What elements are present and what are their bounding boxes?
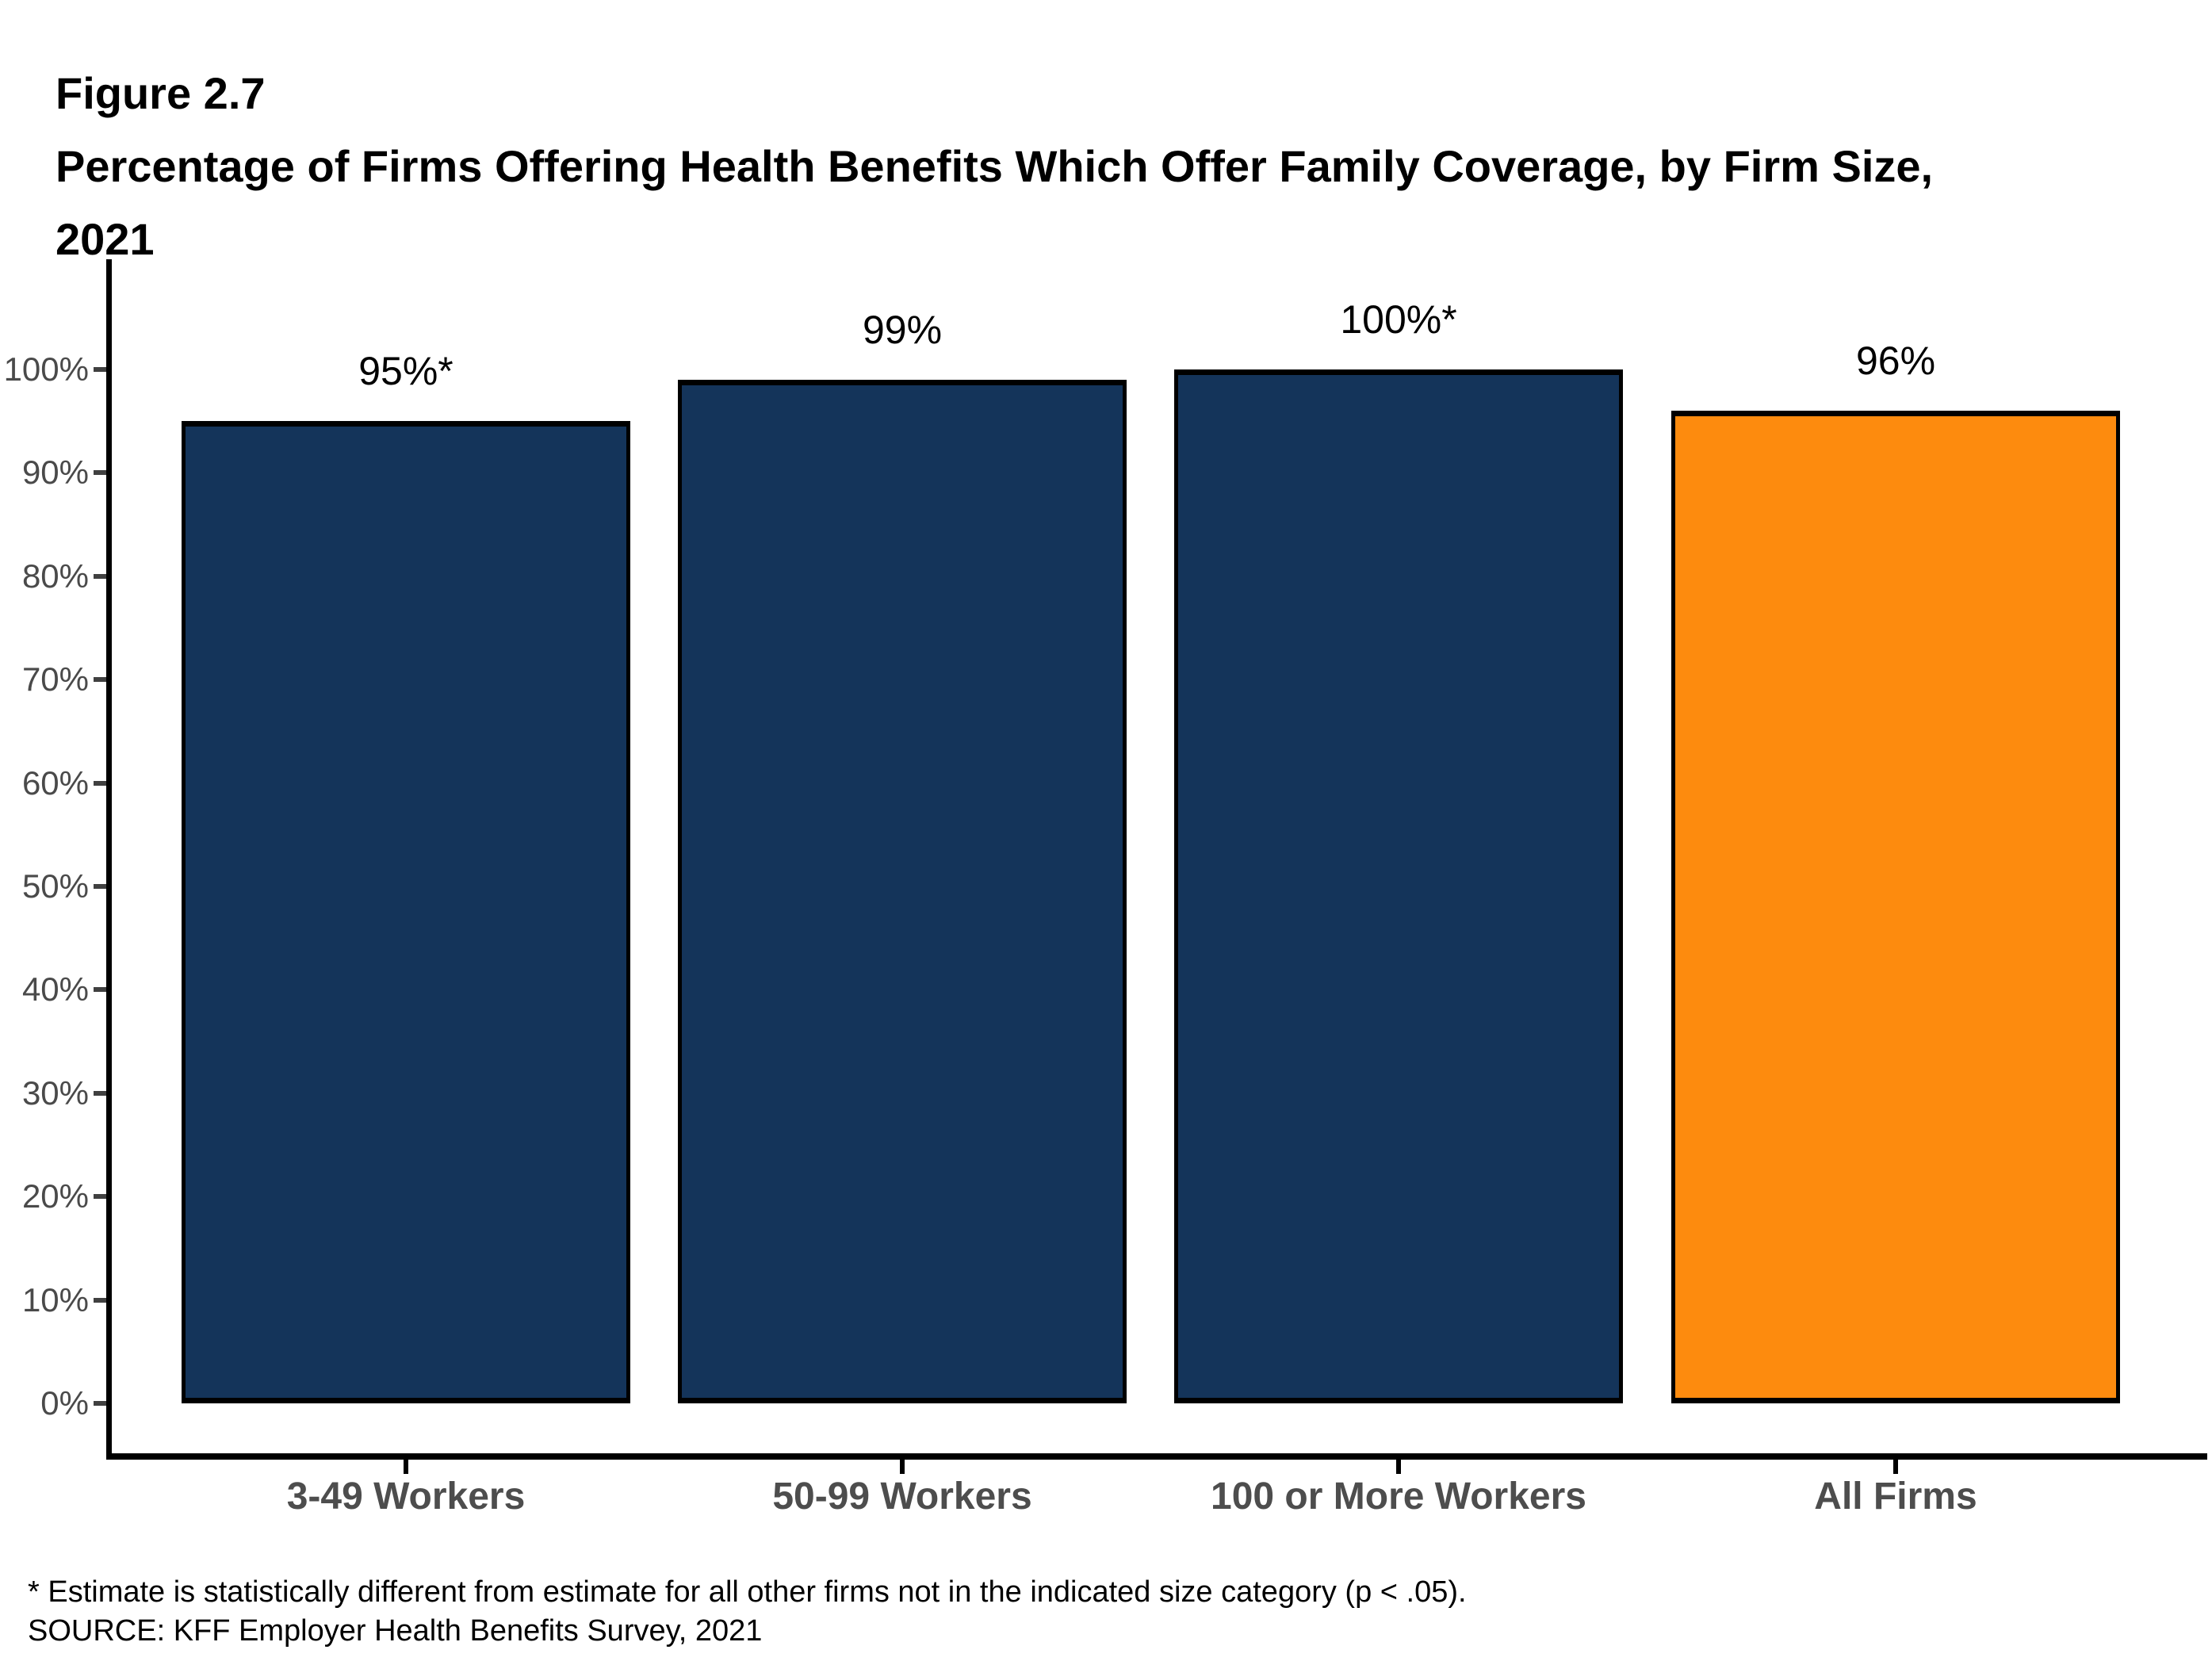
footnote-asterisk: * Estimate is statistically different fr… xyxy=(28,1575,1467,1609)
y-tick-mark-90 xyxy=(94,470,106,476)
x-category-label-50-99-workers: 50-99 Workers xyxy=(772,1476,1032,1518)
x-axis-line xyxy=(106,1453,2207,1460)
figure-title-block: Figure 2.7 Percentage of Firms Offering … xyxy=(55,57,1933,276)
figure-title-line-1: Percentage of Firms Offering Health Bene… xyxy=(55,141,1934,191)
bar-3-49-workers xyxy=(182,421,630,1403)
y-tick-mark-30 xyxy=(94,1090,106,1096)
y-tick-label-70: 70% xyxy=(21,660,89,699)
y-tick-label-20: 20% xyxy=(21,1177,89,1215)
y-tick-mark-20 xyxy=(94,1194,106,1200)
y-tick-label-10: 10% xyxy=(21,1280,89,1319)
y-axis-line xyxy=(106,259,112,1460)
x-tick-mark-all-firms xyxy=(1893,1460,1898,1474)
y-tick-mark-100 xyxy=(94,367,106,372)
footnote-source: SOURCE: KFF Employer Health Benefits Sur… xyxy=(28,1614,763,1648)
bar-value-label-50-99-workers: 99% xyxy=(862,308,943,353)
y-tick-label-0: 0% xyxy=(40,1384,89,1422)
x-tick-mark-3-49-workers xyxy=(404,1460,408,1474)
y-tick-label-80: 80% xyxy=(21,557,89,595)
y-tick-mark-50 xyxy=(94,884,106,889)
y-tick-mark-40 xyxy=(94,987,106,993)
y-tick-label-100: 100% xyxy=(3,350,89,388)
y-tick-mark-60 xyxy=(94,780,106,786)
x-tick-mark-100-or-more-workers xyxy=(1396,1460,1401,1474)
x-category-label-all-firms: All Firms xyxy=(1814,1476,1977,1518)
y-tick-mark-0 xyxy=(94,1401,106,1406)
y-tick-label-40: 40% xyxy=(21,970,89,1009)
y-tick-label-90: 90% xyxy=(21,454,89,492)
figure-number: Figure 2.7 xyxy=(55,68,266,118)
x-category-label-3-49-workers: 3-49 Workers xyxy=(286,1476,526,1518)
footnote-block: * Estimate is statistically different fr… xyxy=(28,1573,1467,1651)
x-tick-mark-50-99-workers xyxy=(900,1460,905,1474)
y-tick-label-60: 60% xyxy=(21,764,89,802)
figure-title-line-2: 2021 xyxy=(55,214,155,264)
y-tick-mark-70 xyxy=(94,677,106,683)
y-tick-mark-80 xyxy=(94,573,106,579)
bar-value-label-100-or-more-workers: 100%* xyxy=(1340,297,1457,342)
bar-all-firms xyxy=(1671,411,2120,1403)
bar-100-or-more-workers xyxy=(1174,369,1623,1403)
bar-value-label-3-49-workers: 95%* xyxy=(358,349,453,394)
y-tick-label-30: 30% xyxy=(21,1074,89,1112)
bar-50-99-workers xyxy=(678,380,1127,1403)
y-tick-label-50: 50% xyxy=(21,867,89,905)
x-category-label-100-or-more-workers: 100 or More Workers xyxy=(1211,1476,1586,1518)
y-tick-mark-10 xyxy=(94,1297,106,1303)
bar-value-label-all-firms: 96% xyxy=(1855,339,1936,384)
